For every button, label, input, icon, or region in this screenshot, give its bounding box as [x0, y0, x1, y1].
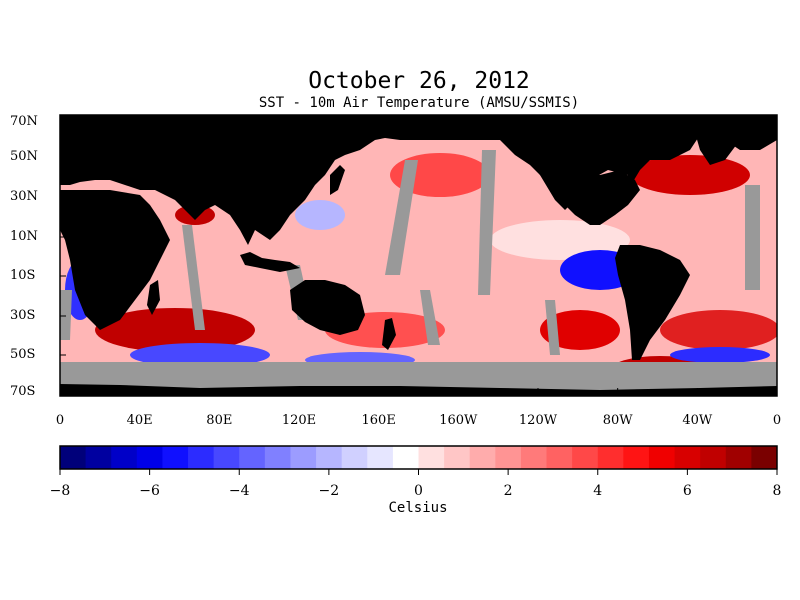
- missing-swath: [60, 290, 72, 340]
- latitude-label: 70N: [10, 114, 38, 129]
- longitude-label: 40W: [682, 413, 713, 428]
- latitude-label: 10S: [10, 268, 36, 283]
- colorbar-swatch: [60, 446, 87, 469]
- colorbar-swatch: [111, 446, 138, 469]
- longitude-label: 0: [772, 413, 782, 428]
- colorbar-swatch: [213, 446, 240, 469]
- colorbar-tick-label: −4: [228, 483, 250, 499]
- longitude-label: 0: [55, 413, 65, 428]
- missing-swath: [385, 160, 418, 275]
- longitude-ticks: [59, 388, 778, 396]
- colorbar-swatch: [495, 446, 522, 469]
- land-australia: [290, 280, 365, 335]
- colorbar-swatch: [392, 446, 419, 469]
- longitude-label: 120W: [518, 413, 558, 428]
- colorbar-tick-label: 8: [772, 483, 782, 499]
- colorbar-swatch: [520, 446, 548, 469]
- missing-swath: [745, 185, 760, 290]
- warm-anomaly: [95, 308, 255, 352]
- colorbar-unit: Celsius: [388, 500, 448, 516]
- land-madagascar: [147, 280, 160, 315]
- colorbar-swatch: [239, 446, 266, 469]
- latitude-label: 30N: [10, 189, 38, 204]
- cold-anomaly: [295, 200, 345, 230]
- colorbar-tick-label: −6: [139, 483, 160, 499]
- latitude-ticks: [60, 121, 66, 393]
- colorbar-tick-label: 2: [503, 483, 513, 499]
- land-south-america: [615, 245, 690, 360]
- colorbar-swatch: [264, 446, 291, 469]
- colorbar-tick-label: 6: [682, 483, 692, 499]
- cold-anomaly: [670, 347, 770, 363]
- colorbar-ticks: [59, 469, 778, 475]
- longitude-label: 160W: [439, 413, 478, 428]
- colorbar-swatch: [367, 446, 394, 469]
- missing-swath: [182, 225, 205, 330]
- latitude-label: 10N: [10, 229, 38, 244]
- longitude-label: 160E: [361, 413, 396, 428]
- land-indonesia: [240, 252, 300, 272]
- colorbar-swatch: [572, 446, 599, 469]
- warm-anomaly: [660, 310, 777, 350]
- colorbar-tick-label: 0: [414, 483, 423, 499]
- colorbar-tick-label: −2: [318, 483, 340, 499]
- colorbar-swatch: [700, 446, 727, 469]
- land-eurasia: [60, 115, 777, 245]
- land-africa: [60, 190, 170, 330]
- colorbar-swatch: [751, 446, 778, 469]
- land-north-america: [500, 140, 640, 225]
- warm-anomaly: [540, 310, 620, 350]
- latitude-label: 50S: [10, 347, 36, 362]
- colorbar-swatch: [85, 446, 112, 469]
- colorbar-tick-label: 4: [593, 483, 603, 499]
- colorbar: [60, 446, 778, 469]
- map-title: October 26, 2012: [308, 68, 530, 94]
- colorbar-swatch: [162, 446, 189, 469]
- colorbar-swatch: [623, 446, 650, 469]
- warm-anomaly: [630, 155, 750, 195]
- colorbar-swatch: [444, 446, 471, 469]
- longitude-label: 80E: [206, 413, 233, 428]
- colorbar-swatch: [136, 446, 163, 469]
- colorbar-swatch: [469, 446, 496, 469]
- warm-anomaly: [490, 220, 630, 260]
- missing-swath: [478, 150, 496, 295]
- missing-swath: [545, 300, 560, 355]
- land-japan: [330, 165, 345, 195]
- colorbar-swatch: [546, 446, 573, 469]
- colorbar-swatch: [290, 446, 317, 469]
- colorbar-swatch: [418, 446, 445, 469]
- missing-swath: [420, 290, 440, 345]
- colorbar-swatch: [674, 446, 701, 469]
- cold-anomaly: [130, 343, 270, 367]
- colorbar-swatch: [725, 446, 752, 469]
- colorbar-swatch: [648, 446, 676, 469]
- map-subtitle: SST - 10m Air Temperature (AMSU/SSMIS): [258, 95, 580, 111]
- colorbar-swatch: [341, 446, 368, 469]
- colorbar-swatch: [597, 446, 624, 469]
- land-greenland: [690, 115, 745, 165]
- colorbar-swatch: [316, 446, 343, 469]
- latitude-label: 50N: [10, 149, 38, 164]
- colorbar-swatch: [188, 446, 215, 469]
- latitude-label: 30S: [10, 308, 36, 323]
- land-new-zealand: [382, 318, 396, 350]
- longitude-label: 40E: [126, 413, 153, 428]
- latitude-label: 70S: [10, 384, 36, 399]
- colorbar-tick-label: −8: [49, 483, 71, 499]
- longitude-label: 80W: [602, 413, 633, 428]
- longitude-label: 120E: [281, 413, 317, 428]
